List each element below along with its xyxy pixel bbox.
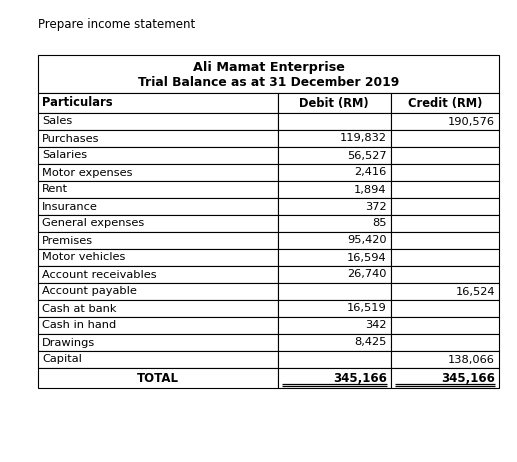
Text: Cash at bank: Cash at bank <box>42 304 116 314</box>
Text: 16,594: 16,594 <box>347 253 387 262</box>
Bar <box>391 198 499 215</box>
Bar <box>391 317 499 334</box>
Bar <box>391 351 499 368</box>
Bar <box>38 113 278 130</box>
Bar <box>391 232 499 249</box>
Bar <box>38 300 278 317</box>
Bar <box>278 113 391 130</box>
Text: Insurance: Insurance <box>42 201 98 212</box>
Text: 345,166: 345,166 <box>441 371 495 384</box>
Text: 190,576: 190,576 <box>448 116 495 127</box>
Bar <box>391 93 499 113</box>
Text: 16,524: 16,524 <box>455 286 495 297</box>
Bar <box>38 215 278 232</box>
Text: Motor expenses: Motor expenses <box>42 168 132 177</box>
Bar <box>38 181 278 198</box>
Bar <box>38 93 278 113</box>
Text: Particulars: Particulars <box>42 97 113 109</box>
Text: Capital: Capital <box>42 354 82 365</box>
Bar <box>38 334 278 351</box>
Bar <box>278 164 391 181</box>
Text: Sales: Sales <box>42 116 72 127</box>
Text: TOTAL: TOTAL <box>137 371 179 384</box>
Bar <box>278 334 391 351</box>
Bar <box>278 93 391 113</box>
Bar <box>278 215 391 232</box>
Bar <box>38 55 499 93</box>
Bar <box>278 351 391 368</box>
Bar <box>278 181 391 198</box>
Bar <box>38 232 278 249</box>
Text: 119,832: 119,832 <box>340 134 387 144</box>
Text: Trial Balance as at 31 December 2019: Trial Balance as at 31 December 2019 <box>138 76 399 89</box>
Text: 26,740: 26,740 <box>347 269 387 280</box>
Text: 95,420: 95,420 <box>347 236 387 245</box>
Bar <box>278 368 391 388</box>
Text: Prepare income statement: Prepare income statement <box>38 18 195 31</box>
Bar <box>278 317 391 334</box>
Bar <box>38 164 278 181</box>
Bar <box>278 130 391 147</box>
Text: 8,425: 8,425 <box>354 338 387 347</box>
Bar <box>38 283 278 300</box>
Text: 85: 85 <box>372 219 387 229</box>
Text: General expenses: General expenses <box>42 219 144 229</box>
Text: 372: 372 <box>365 201 387 212</box>
Text: Debit (RM): Debit (RM) <box>299 97 369 109</box>
Bar <box>391 266 499 283</box>
Bar <box>38 317 278 334</box>
Bar <box>38 266 278 283</box>
Text: Ali Mamat Enterprise: Ali Mamat Enterprise <box>192 61 344 73</box>
Bar <box>38 249 278 266</box>
Text: 16,519: 16,519 <box>347 304 387 314</box>
Bar <box>391 368 499 388</box>
Text: Premises: Premises <box>42 236 93 245</box>
Text: 1,894: 1,894 <box>354 184 387 195</box>
Bar <box>278 249 391 266</box>
Text: 342: 342 <box>365 321 387 330</box>
Text: 138,066: 138,066 <box>448 354 495 365</box>
Bar <box>278 198 391 215</box>
Bar <box>278 300 391 317</box>
Bar <box>278 266 391 283</box>
Bar <box>38 368 278 388</box>
Bar <box>38 147 278 164</box>
Text: Cash in hand: Cash in hand <box>42 321 116 330</box>
Text: Drawings: Drawings <box>42 338 95 347</box>
Bar <box>38 130 278 147</box>
Text: 2,416: 2,416 <box>355 168 387 177</box>
Bar <box>391 147 499 164</box>
Text: Purchases: Purchases <box>42 134 99 144</box>
Text: Credit (RM): Credit (RM) <box>407 97 482 109</box>
Bar <box>278 147 391 164</box>
Text: Account payable: Account payable <box>42 286 137 297</box>
Text: Account receivables: Account receivables <box>42 269 157 280</box>
Bar <box>391 164 499 181</box>
Bar <box>391 334 499 351</box>
Bar <box>38 351 278 368</box>
Bar <box>391 283 499 300</box>
Text: Motor vehicles: Motor vehicles <box>42 253 126 262</box>
Bar <box>391 181 499 198</box>
Text: Salaries: Salaries <box>42 151 87 160</box>
Bar <box>278 283 391 300</box>
Bar <box>278 232 391 249</box>
Text: 56,527: 56,527 <box>347 151 387 160</box>
Bar <box>391 113 499 130</box>
Bar <box>391 215 499 232</box>
Bar <box>38 198 278 215</box>
Bar <box>391 300 499 317</box>
Text: Rent: Rent <box>42 184 68 195</box>
Text: 345,166: 345,166 <box>333 371 387 384</box>
Bar <box>391 249 499 266</box>
Bar <box>391 130 499 147</box>
